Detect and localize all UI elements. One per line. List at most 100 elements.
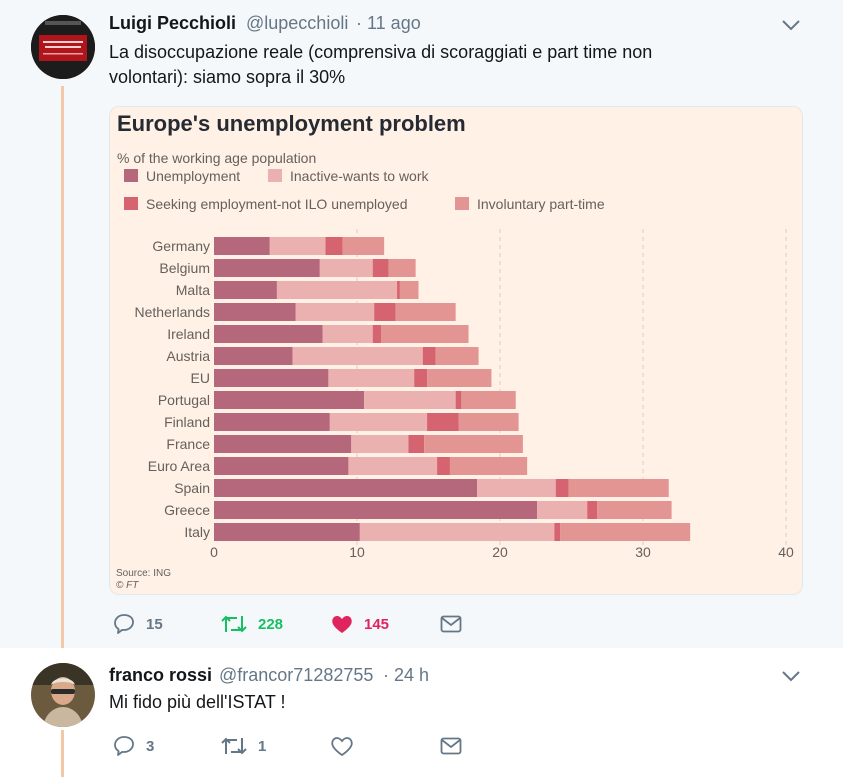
bar-segment — [329, 413, 428, 431]
chevron-down-icon[interactable] — [780, 669, 802, 683]
tweet-reply[interactable]: franco rossi @francor71282755 · 24 h Mi … — [0, 648, 843, 777]
bar-segment — [269, 237, 326, 255]
category-label: Netherlands — [135, 304, 211, 320]
like-count: 145 — [364, 615, 390, 633]
bar-segment — [388, 259, 416, 277]
bar-segment — [437, 457, 450, 475]
bar-segment — [364, 391, 456, 409]
bar-segment — [555, 479, 569, 497]
bar-segment — [395, 303, 456, 321]
category-label: Belgium — [159, 260, 210, 276]
bar-segment — [342, 237, 385, 255]
retweet-count: 1 — [258, 737, 267, 755]
bar-segment — [214, 479, 478, 497]
chevron-down-icon[interactable] — [780, 18, 802, 32]
avatar[interactable] — [31, 663, 95, 727]
retweet-icon — [221, 615, 247, 633]
bar-segment — [214, 281, 277, 299]
chart-bars — [214, 237, 691, 541]
thread-line — [61, 86, 64, 648]
legend-label: Seeking employment-not ILO unemployed — [146, 196, 407, 212]
reply-button[interactable]: 15 — [112, 612, 163, 636]
bar-segment — [374, 303, 396, 321]
author-handle[interactable]: @lupecchioli — [246, 13, 349, 33]
bar-segment — [295, 303, 375, 321]
legend-swatch — [268, 169, 282, 182]
legend-label: Inactive-wants to work — [290, 168, 429, 184]
chart-svg: Europe's unemployment problem % of the w… — [116, 111, 794, 591]
reply-icon — [114, 736, 134, 756]
bar-segment — [461, 391, 516, 409]
heart-icon — [332, 616, 352, 633]
bar-segment — [328, 369, 415, 387]
bar-segment — [414, 369, 428, 387]
bar-segment — [359, 523, 555, 541]
bar-segment — [455, 391, 462, 409]
message-button[interactable] — [440, 736, 462, 756]
category-label: Austria — [166, 348, 210, 364]
bar-segment — [214, 259, 320, 277]
tweet-time[interactable]: · 11 ago — [356, 13, 421, 33]
bar-segment — [458, 413, 519, 431]
author-name[interactable]: Luigi Pecchioli — [109, 13, 237, 33]
bar-segment — [319, 259, 373, 277]
bar-segment — [292, 347, 423, 365]
message-icon — [440, 615, 462, 633]
x-tick-label: 10 — [349, 544, 365, 560]
message-button[interactable] — [440, 614, 462, 634]
bar-segment — [427, 413, 459, 431]
reply-button[interactable]: 3 — [112, 734, 154, 758]
x-tick-label: 20 — [492, 544, 508, 560]
bar-segment — [214, 369, 329, 387]
bar-segment — [351, 435, 409, 453]
bar-segment — [449, 457, 528, 475]
avatar-image — [31, 663, 95, 727]
bar-segment — [276, 281, 398, 299]
bar-segment — [397, 281, 400, 299]
retweet-count: 228 — [258, 615, 284, 633]
bar-segment — [214, 501, 538, 519]
category-label: Spain — [174, 480, 210, 496]
reply-icon — [114, 614, 134, 634]
chart-subtitle: % of the working age population — [117, 150, 316, 166]
bar-segment — [381, 325, 469, 343]
tweet-time[interactable]: · 24 h — [383, 665, 430, 685]
avatar[interactable] — [31, 15, 95, 79]
message-icon — [440, 737, 462, 755]
bar-segment — [214, 325, 323, 343]
category-label: Italy — [184, 524, 210, 540]
bar-segment — [424, 435, 523, 453]
bar-segment — [537, 501, 588, 519]
bar-segment — [477, 479, 556, 497]
bar-segment — [325, 237, 343, 255]
category-label: Portugal — [158, 392, 210, 408]
chart-image[interactable]: Europe's unemployment problem % of the w… — [109, 106, 803, 595]
bar-segment — [597, 501, 672, 519]
legend-swatch — [124, 169, 138, 182]
category-label: EU — [191, 370, 210, 386]
category-label: Germany — [152, 238, 210, 254]
author-name[interactable]: franco rossi — [109, 665, 213, 685]
tweet-text: La disoccupazione reale (comprensiva di … — [109, 40, 652, 90]
bar-segment — [422, 347, 436, 365]
bar-segment — [348, 457, 438, 475]
retweet-button[interactable]: 1 — [220, 734, 266, 758]
legend-swatch — [124, 197, 138, 210]
bar-segment — [372, 325, 382, 343]
bar-segment — [554, 523, 561, 541]
reply-count: 3 — [146, 737, 155, 755]
tweet-text-line: volontari): siamo sopra il 30% — [109, 67, 346, 87]
category-label: Greece — [164, 502, 210, 518]
x-tick-label: 40 — [778, 544, 794, 560]
bar-segment — [214, 391, 365, 409]
bar-segment — [427, 369, 492, 387]
author-handle[interactable]: @francor71282755 — [219, 665, 374, 685]
category-label: France — [166, 436, 210, 452]
retweet-button[interactable]: 228 — [220, 612, 283, 636]
like-button[interactable] — [330, 734, 354, 758]
tweet-main[interactable]: Luigi Pecchioli @lupecchioli · 11 ago La… — [0, 0, 843, 648]
bar-segment — [322, 325, 373, 343]
x-tick-label: 30 — [635, 544, 651, 560]
like-button[interactable]: 145 — [330, 612, 389, 636]
legend-label: Involuntary part-time — [477, 196, 605, 212]
